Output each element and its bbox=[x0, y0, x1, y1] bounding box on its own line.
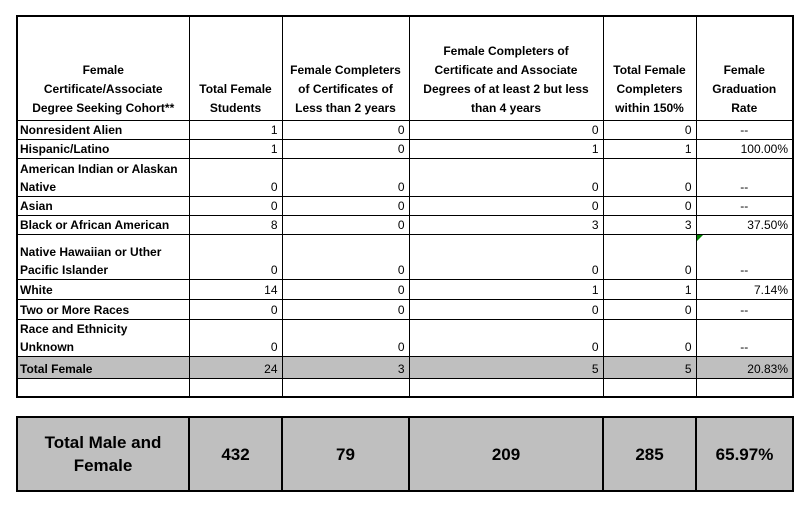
value-cell[interactable]: 1 bbox=[602, 278, 697, 300]
summary-value-cell[interactable]: 432 bbox=[188, 416, 283, 492]
summary-value-cell[interactable]: 285 bbox=[602, 416, 697, 492]
value-cell[interactable]: 5 bbox=[408, 355, 604, 379]
empty-cell[interactable] bbox=[281, 377, 410, 398]
value-cell[interactable]: 0 bbox=[408, 195, 604, 216]
row-white: White 14 0 1 1 7.14% bbox=[16, 278, 794, 300]
value-cell[interactable]: 0 bbox=[281, 195, 410, 216]
row-label[interactable]: Asian bbox=[16, 195, 190, 216]
empty-cell[interactable] bbox=[602, 377, 697, 398]
value-cell[interactable]: 3 bbox=[602, 214, 697, 235]
value-cell[interactable]: 0 bbox=[408, 119, 604, 140]
row-nonresident-alien: Nonresident Alien 1 0 0 0 -- bbox=[16, 119, 794, 140]
value-cell[interactable]: 0 bbox=[281, 318, 410, 357]
header-row: Female Certificate/Associate Degree Seek… bbox=[16, 15, 794, 121]
value-cell[interactable]: 24 bbox=[188, 355, 283, 379]
row-hispanic-latino: Hispanic/Latino 1 0 1 1 100.00% bbox=[16, 138, 794, 159]
row-label[interactable]: American Indian or Alaskan Native bbox=[16, 157, 190, 197]
summary-value-cell[interactable]: 209 bbox=[408, 416, 604, 492]
value-cell[interactable]: 0 bbox=[281, 138, 410, 159]
value-cell[interactable]: 0 bbox=[281, 214, 410, 235]
row-label[interactable]: Race and Ethnicity Unknown bbox=[16, 318, 190, 357]
value-cell[interactable]: 8 bbox=[188, 214, 283, 235]
value-cell[interactable]: 100.00% bbox=[695, 138, 794, 159]
value-cell[interactable]: 1 bbox=[408, 138, 604, 159]
value-cell[interactable]: 3 bbox=[408, 214, 604, 235]
row-two-or-more-races: Two or More Races 0 0 0 0 -- bbox=[16, 298, 794, 320]
value-cell[interactable]: 0 bbox=[281, 233, 410, 280]
empty-cell[interactable] bbox=[16, 377, 190, 398]
value-cell[interactable]: 0 bbox=[408, 298, 604, 320]
value-cell[interactable]: -- bbox=[695, 119, 794, 140]
value-cell[interactable]: -- bbox=[695, 157, 794, 197]
row-label[interactable]: Native Hawaiian or Uther Pacific Islande… bbox=[16, 233, 190, 280]
row-black-african-american: Black or African American 8 0 3 3 37.50% bbox=[16, 214, 794, 235]
value-cell[interactable]: -- bbox=[695, 298, 794, 320]
summary-row: Total Male and Female 432 79 209 285 65.… bbox=[16, 416, 794, 492]
female-cohort-table: Female Certificate/Associate Degree Seek… bbox=[16, 15, 794, 398]
value-cell[interactable]: 0 bbox=[602, 298, 697, 320]
value-cell[interactable]: 1 bbox=[408, 278, 604, 300]
value-cell[interactable]: 0 bbox=[408, 318, 604, 357]
spreadsheet-region: Female Certificate/Associate Degree Seek… bbox=[16, 15, 794, 492]
summary-value-cell[interactable]: 65.97% bbox=[695, 416, 794, 492]
value-cell[interactable]: -- bbox=[695, 195, 794, 216]
value-cell[interactable]: 1 bbox=[602, 138, 697, 159]
column-header-cert-completers[interactable]: Female Completers of Certificates of Les… bbox=[281, 15, 410, 121]
value-cell[interactable]: 1 bbox=[188, 119, 283, 140]
value-cell[interactable]: 0 bbox=[602, 318, 697, 357]
value-cell[interactable]: 0 bbox=[602, 157, 697, 197]
value-cell[interactable]: 0 bbox=[602, 119, 697, 140]
column-header-assoc-completers[interactable]: Female Completers of Certificate and Ass… bbox=[408, 15, 604, 121]
value-cell[interactable]: 5 bbox=[602, 355, 697, 379]
cell-text: -- bbox=[740, 262, 749, 277]
row-race-ethnicity-unknown: Race and Ethnicity Unknown 0 0 0 0 -- bbox=[16, 318, 794, 357]
row-total-female: Total Female 24 3 5 5 20.83% bbox=[16, 355, 794, 379]
value-cell[interactable]: 0 bbox=[602, 195, 697, 216]
value-cell[interactable]: 0 bbox=[408, 233, 604, 280]
value-cell[interactable]: 0 bbox=[281, 278, 410, 300]
row-label[interactable]: Two or More Races bbox=[16, 298, 190, 320]
column-header-total-students[interactable]: Total Female Students bbox=[188, 15, 283, 121]
row-label[interactable]: White bbox=[16, 278, 190, 300]
value-cell[interactable]: 7.14% bbox=[695, 278, 794, 300]
empty-cell[interactable] bbox=[408, 377, 604, 398]
value-cell[interactable]: 3 bbox=[281, 355, 410, 379]
value-cell[interactable]: -- bbox=[695, 233, 794, 280]
value-cell[interactable]: 0 bbox=[188, 233, 283, 280]
value-cell[interactable]: 1 bbox=[188, 138, 283, 159]
row-label[interactable]: Hispanic/Latino bbox=[16, 138, 190, 159]
value-cell[interactable]: 0 bbox=[602, 233, 697, 280]
summary-table: Total Male and Female 432 79 209 285 65.… bbox=[16, 416, 794, 492]
value-cell[interactable]: 0 bbox=[281, 157, 410, 197]
summary-label[interactable]: Total Male and Female bbox=[16, 416, 190, 492]
row-asian: Asian 0 0 0 0 -- bbox=[16, 195, 794, 216]
empty-cell[interactable] bbox=[695, 377, 794, 398]
value-cell[interactable]: -- bbox=[695, 318, 794, 357]
row-label[interactable]: Nonresident Alien bbox=[16, 119, 190, 140]
column-header-graduation-rate[interactable]: Female Graduation Rate bbox=[695, 15, 794, 121]
row-label[interactable]: Total Female bbox=[16, 355, 190, 379]
value-cell[interactable]: 0 bbox=[188, 298, 283, 320]
value-cell[interactable]: 0 bbox=[408, 157, 604, 197]
row-american-indian-alaskan-native: American Indian or Alaskan Native 0 0 0 … bbox=[16, 157, 794, 197]
value-cell[interactable]: 0 bbox=[281, 119, 410, 140]
value-cell[interactable]: 0 bbox=[188, 318, 283, 357]
row-native-hawaiian-pacific-islander: Native Hawaiian or Uther Pacific Islande… bbox=[16, 233, 794, 280]
value-cell[interactable]: 37.50% bbox=[695, 214, 794, 235]
error-flag-icon bbox=[697, 235, 703, 241]
empty-row bbox=[16, 377, 794, 398]
column-header-cohort[interactable]: Female Certificate/Associate Degree Seek… bbox=[16, 15, 190, 121]
value-cell[interactable]: 20.83% bbox=[695, 355, 794, 379]
summary-value-cell[interactable]: 79 bbox=[281, 416, 410, 492]
value-cell[interactable]: 14 bbox=[188, 278, 283, 300]
column-header-total-completers[interactable]: Total Female Completers within 150% bbox=[602, 15, 697, 121]
empty-cell[interactable] bbox=[188, 377, 283, 398]
value-cell[interactable]: 0 bbox=[281, 298, 410, 320]
row-label[interactable]: Black or African American bbox=[16, 214, 190, 235]
value-cell[interactable]: 0 bbox=[188, 157, 283, 197]
value-cell[interactable]: 0 bbox=[188, 195, 283, 216]
